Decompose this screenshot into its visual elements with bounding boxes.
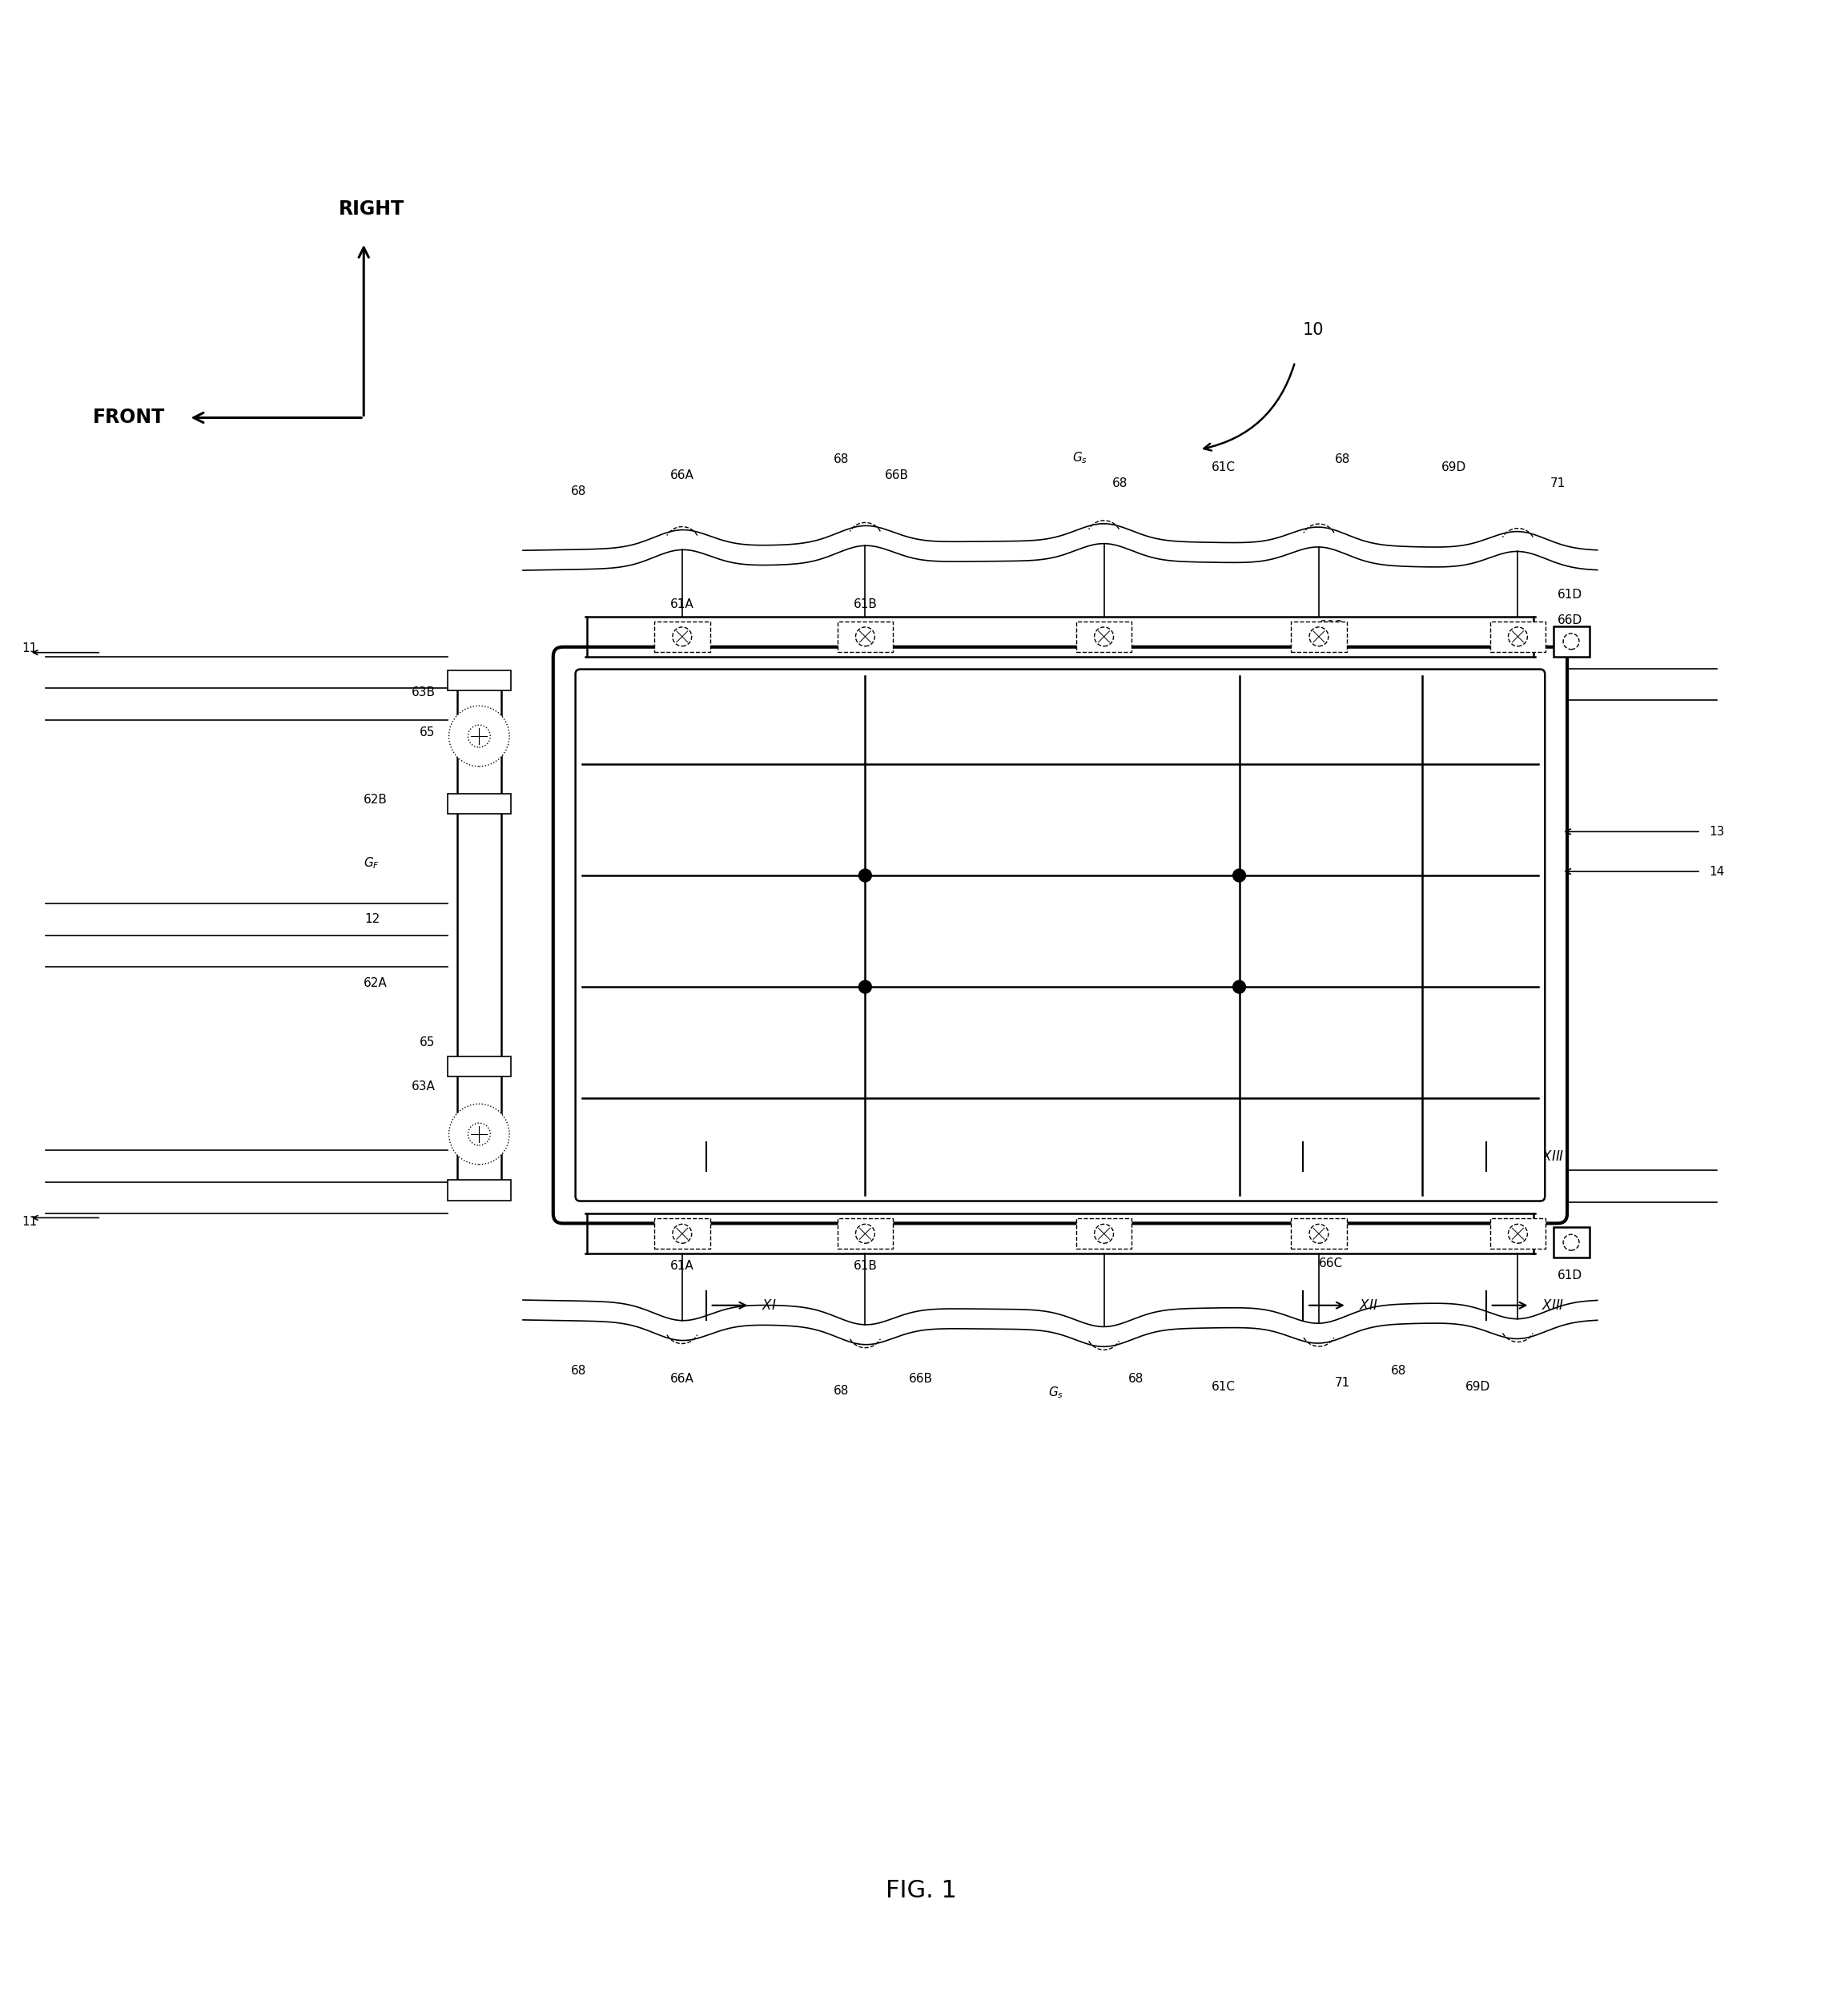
- Text: 61D: 61D: [1558, 1270, 1582, 1282]
- Text: 12: 12: [364, 913, 380, 925]
- Text: 61B: 61B: [852, 599, 876, 611]
- Circle shape: [1095, 627, 1113, 647]
- Bar: [448, 794, 511, 814]
- Text: 66C: 66C: [1319, 621, 1343, 633]
- Circle shape: [1233, 869, 1245, 881]
- Text: $XI$: $XI$: [762, 1149, 777, 1163]
- Text: 11: 11: [22, 643, 37, 655]
- Circle shape: [448, 706, 509, 766]
- Text: $G_s$: $G_s$: [1073, 450, 1088, 466]
- Text: 66A: 66A: [671, 470, 694, 482]
- Bar: [838, 621, 893, 651]
- Circle shape: [1310, 1224, 1328, 1244]
- Text: 69D: 69D: [1442, 462, 1466, 474]
- Text: FIG. 1: FIG. 1: [885, 1879, 957, 1901]
- Circle shape: [672, 627, 693, 647]
- Circle shape: [1310, 627, 1328, 647]
- Text: 62A: 62A: [364, 978, 388, 990]
- Text: 65: 65: [421, 726, 435, 738]
- Text: RIGHT: RIGHT: [338, 200, 404, 218]
- Circle shape: [856, 627, 874, 647]
- Circle shape: [1563, 1234, 1580, 1250]
- Bar: [654, 1218, 709, 1248]
- Bar: [1554, 627, 1589, 657]
- Text: 69D: 69D: [1466, 1381, 1490, 1393]
- Circle shape: [1563, 633, 1580, 649]
- FancyBboxPatch shape: [553, 647, 1567, 1224]
- Text: $XIII$: $XIII$: [1541, 1298, 1565, 1312]
- Text: 61B: 61B: [852, 1260, 876, 1272]
- Text: 61C: 61C: [1211, 1381, 1234, 1393]
- Text: $XII$: $XII$: [1359, 1298, 1378, 1312]
- Circle shape: [1508, 1224, 1527, 1244]
- Text: 68: 68: [1111, 478, 1128, 490]
- Text: 68: 68: [1391, 1365, 1405, 1377]
- Text: $XI$: $XI$: [762, 1298, 777, 1312]
- Text: 71: 71: [1335, 1377, 1350, 1389]
- Text: 66A: 66A: [671, 1373, 694, 1385]
- Text: 68: 68: [1128, 1373, 1144, 1385]
- Text: 68: 68: [834, 1385, 849, 1397]
- Circle shape: [672, 1224, 693, 1244]
- Text: 61C: 61C: [1211, 462, 1234, 474]
- Bar: [1490, 1218, 1545, 1248]
- Circle shape: [860, 980, 871, 994]
- Text: 65: 65: [421, 1036, 435, 1048]
- FancyBboxPatch shape: [575, 669, 1545, 1202]
- Bar: [654, 621, 709, 651]
- Text: 14: 14: [1708, 865, 1725, 877]
- Circle shape: [860, 869, 871, 881]
- Bar: [448, 669, 511, 691]
- Text: 68: 68: [834, 454, 849, 466]
- Bar: [1291, 1218, 1347, 1248]
- Text: 61A: 61A: [671, 599, 694, 611]
- Text: $XII$: $XII$: [1359, 1149, 1378, 1163]
- Bar: [448, 1179, 511, 1200]
- Text: 66C: 66C: [1319, 1258, 1343, 1270]
- Circle shape: [1508, 627, 1527, 647]
- Text: 63B: 63B: [411, 685, 435, 698]
- Text: 62B: 62B: [364, 794, 388, 806]
- Circle shape: [448, 1105, 509, 1165]
- Text: 68: 68: [571, 1365, 586, 1377]
- Text: $G_s$: $G_s$: [1049, 1385, 1064, 1399]
- Text: $XIII$: $XIII$: [1541, 1149, 1565, 1163]
- Bar: [1490, 621, 1545, 651]
- Text: 66D: 66D: [1558, 1244, 1583, 1256]
- Circle shape: [468, 1123, 490, 1145]
- Text: 66D: 66D: [1558, 615, 1583, 627]
- Circle shape: [1233, 980, 1245, 994]
- Text: 68: 68: [1335, 454, 1350, 466]
- Bar: [1076, 1218, 1132, 1248]
- Bar: [448, 1056, 511, 1077]
- Bar: [1291, 621, 1347, 651]
- Circle shape: [1095, 1224, 1113, 1244]
- Bar: [1554, 1228, 1589, 1258]
- Text: 68: 68: [571, 486, 586, 498]
- Bar: [457, 681, 502, 1189]
- Text: 63A: 63A: [411, 1081, 435, 1093]
- Circle shape: [468, 726, 490, 748]
- Bar: [1076, 621, 1132, 651]
- Text: 66B: 66B: [885, 470, 909, 482]
- Text: 61D: 61D: [1558, 589, 1582, 601]
- Bar: [838, 1218, 893, 1248]
- Text: 66B: 66B: [909, 1373, 933, 1385]
- Text: 71: 71: [1550, 478, 1565, 490]
- Text: 11: 11: [22, 1216, 37, 1228]
- Text: 61A: 61A: [671, 1260, 694, 1272]
- Text: FRONT: FRONT: [92, 407, 165, 427]
- Text: 10: 10: [1302, 323, 1324, 339]
- Circle shape: [856, 1224, 874, 1244]
- Text: $G_F$: $G_F$: [364, 857, 380, 871]
- Text: 13: 13: [1708, 827, 1725, 839]
